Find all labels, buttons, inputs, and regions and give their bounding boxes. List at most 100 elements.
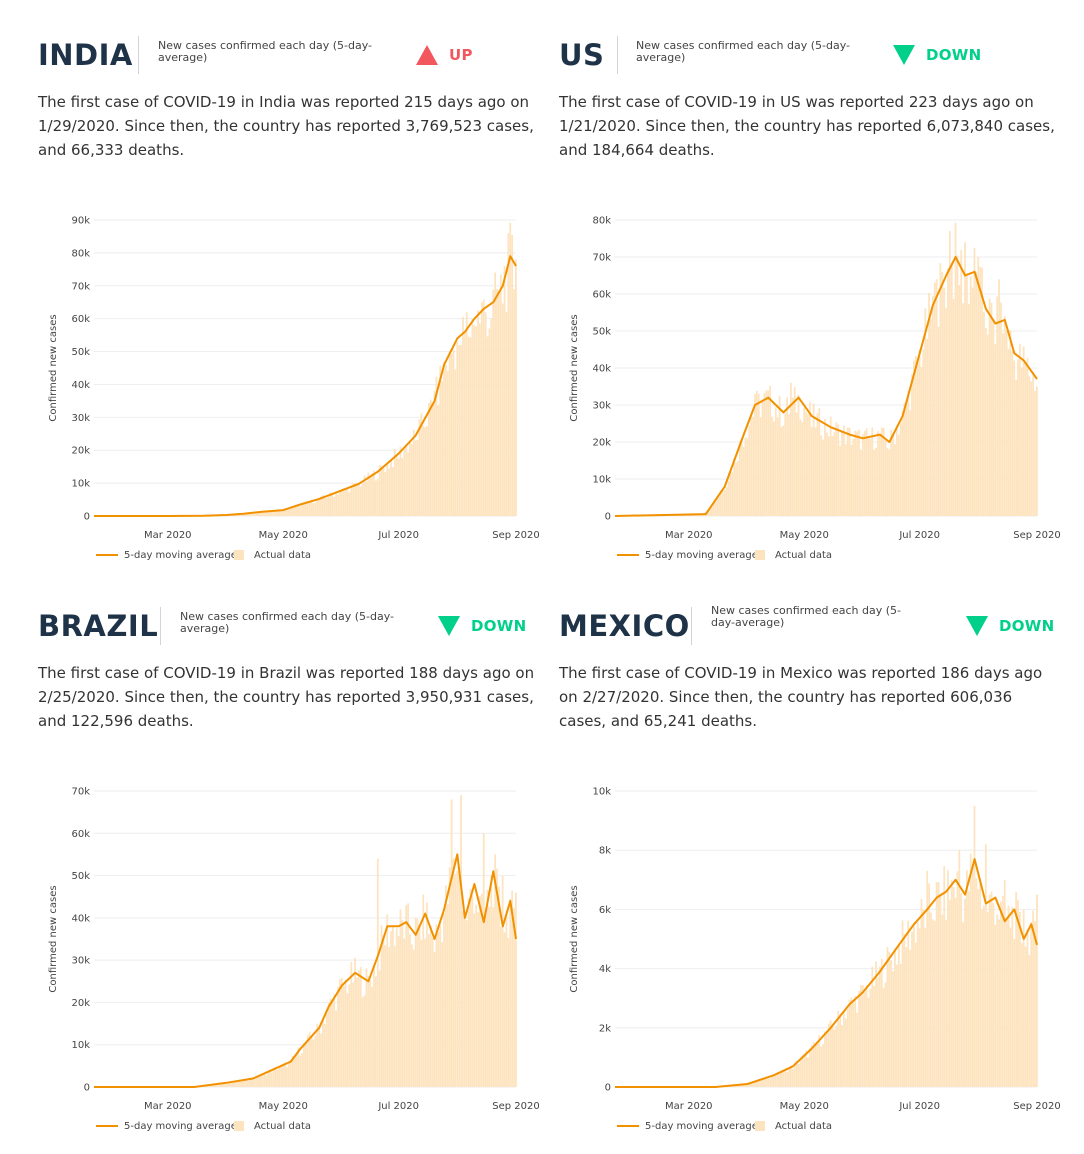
actual-data-bar (316, 498, 319, 516)
actual-data-bar (429, 399, 432, 516)
actual-data-bar (265, 1075, 268, 1087)
actual-data-bar (255, 1075, 258, 1087)
actual-data-bar (964, 898, 966, 1087)
actual-data-bar (216, 1084, 218, 1087)
triangle-down-icon (438, 616, 460, 636)
actual-data-bar (293, 505, 296, 516)
cases-chart: 0 10k 20k 30k 40k 50k 60k 70k 80k Mar 2020 May 202… (559, 210, 1079, 575)
actual-data-bar (284, 1061, 286, 1087)
actual-data-bar (359, 967, 362, 1087)
actual-data-bar (937, 882, 940, 1087)
actual-data-bar (776, 417, 779, 516)
actual-data-bar (966, 870, 968, 1087)
actual-data-bar (833, 1029, 836, 1087)
actual-data-bar (844, 1018, 847, 1087)
y-tick-label: 10k (71, 1040, 90, 1051)
actual-data-bar (267, 1071, 269, 1087)
actual-data-bar (854, 995, 857, 1087)
actual-data-bar (858, 429, 860, 516)
actual-data-bar (892, 971, 894, 1087)
actual-data-bar (293, 1056, 296, 1087)
y-axis-label: Confirmed new cases (569, 885, 580, 992)
x-tick-label: Sep 2020 (1013, 530, 1060, 541)
actual-data-bar (765, 1076, 768, 1087)
actual-data-bar (744, 437, 747, 516)
actual-data-bar (253, 1078, 256, 1087)
actual-data-bar (441, 381, 443, 516)
actual-data-bar (407, 452, 409, 516)
actual-data-bar (357, 970, 360, 1087)
actual-data-bar (418, 419, 421, 516)
actual-data-bar (922, 349, 925, 516)
actual-data-bar (820, 1046, 823, 1087)
actual-data-bar (246, 513, 249, 516)
actual-data-bar (433, 391, 436, 516)
actual-data-bar (393, 449, 396, 516)
actual-data-bar (941, 914, 944, 1087)
actual-data-bar (1015, 891, 1017, 1087)
actual-data-bar (843, 425, 845, 516)
actual-data-bar (931, 295, 934, 516)
actual-data-bar (818, 407, 821, 516)
actual-data-bar (759, 1078, 762, 1087)
actual-data-bar (418, 924, 421, 1087)
x-tick-label: Mar 2020 (665, 1101, 713, 1112)
actual-data-bar (407, 903, 409, 1087)
actual-data-bar (289, 508, 292, 516)
actual-data-bar (986, 911, 989, 1087)
actual-data-bar (452, 858, 455, 1087)
actual-data-bar (973, 247, 976, 516)
actual-data-bar (437, 404, 440, 516)
actual-data-bar (839, 1016, 841, 1087)
actual-data-bar (322, 1020, 324, 1087)
country-panel-india: INDIA New cases confirmed each day (5-da… (38, 10, 558, 582)
actual-data-bar (930, 318, 932, 516)
actual-data-bar (712, 502, 715, 516)
actual-data-bar (511, 890, 514, 1087)
actual-data-bar (465, 312, 468, 516)
actual-data-bar (405, 445, 408, 516)
actual-data-bar (323, 1023, 326, 1087)
actual-data-bar (782, 1069, 785, 1087)
actual-data-bar (399, 446, 402, 516)
actual-data-bar (852, 1002, 855, 1087)
actual-data-bar (877, 431, 879, 516)
legend-bar-swatch (234, 1121, 244, 1131)
actual-data-bar (721, 489, 724, 516)
actual-data-bar (911, 374, 913, 516)
actual-data-bar (310, 499, 313, 516)
actual-data-bar (971, 287, 974, 516)
actual-data-bar (947, 268, 949, 516)
actual-data-bar (966, 273, 968, 516)
actual-data-bar (445, 885, 447, 1087)
actual-data-bar (446, 904, 449, 1087)
y-tick-label: 60k (592, 290, 611, 301)
actual-data-bar (390, 931, 392, 1087)
actual-data-bar (1019, 343, 1021, 516)
chart-legend: 5-day moving average Actual data (96, 550, 311, 561)
actual-data-bar (350, 485, 353, 516)
actual-data-bar (833, 432, 836, 516)
actual-data-bar (1020, 943, 1023, 1087)
y-tick-label: 20k (592, 438, 611, 449)
actual-data-bar (773, 421, 775, 516)
country-title: US (559, 38, 605, 72)
actual-data-bar (437, 931, 440, 1087)
actual-data-bar (810, 427, 813, 516)
actual-data-bar (515, 892, 517, 1087)
actual-data-bar (827, 436, 830, 516)
cases-chart: 0 10k 20k 30k 40k 50k 60k 70k Mar 2020 May 2020 Ju… (38, 781, 558, 1146)
actual-data-bar (935, 279, 938, 516)
actual-data-bar (791, 397, 794, 516)
actual-data-bar (356, 977, 358, 1087)
actual-data-bar (272, 1067, 275, 1087)
actual-data-bar (482, 299, 485, 516)
actual-data-bar (924, 308, 927, 516)
actual-data-bar (799, 419, 802, 516)
actual-data-bar (1019, 911, 1021, 1087)
actual-data-bar (812, 1041, 815, 1087)
actual-data-bar (992, 318, 995, 516)
actual-data-bar (979, 266, 982, 516)
actual-data-bar (907, 390, 910, 516)
actual-data-bar (501, 303, 504, 516)
